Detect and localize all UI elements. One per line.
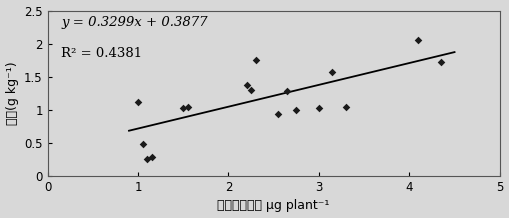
Point xyxy=(179,106,187,110)
Text: R² = 0.4381: R² = 0.4381 xyxy=(61,47,143,60)
Point xyxy=(283,90,291,93)
Point xyxy=(274,113,282,116)
Point xyxy=(328,70,336,74)
Point xyxy=(437,60,445,64)
Point xyxy=(242,83,250,86)
Point xyxy=(138,143,147,146)
Point xyxy=(251,58,260,62)
Point xyxy=(292,108,300,112)
Point xyxy=(143,158,151,161)
Point xyxy=(184,105,192,108)
Text: y = 0.3299x + 0.3877: y = 0.3299x + 0.3877 xyxy=(61,15,208,29)
Point xyxy=(148,156,156,159)
Point xyxy=(315,106,323,110)
X-axis label: 氨基酸吸收量 μg plant⁻¹: 氨基酸吸收量 μg plant⁻¹ xyxy=(217,199,330,213)
Y-axis label: 全氮(g kg⁻¹): 全氮(g kg⁻¹) xyxy=(6,61,18,125)
Point xyxy=(342,105,350,108)
Point xyxy=(414,39,422,42)
Point xyxy=(134,100,142,104)
Point xyxy=(247,88,255,92)
